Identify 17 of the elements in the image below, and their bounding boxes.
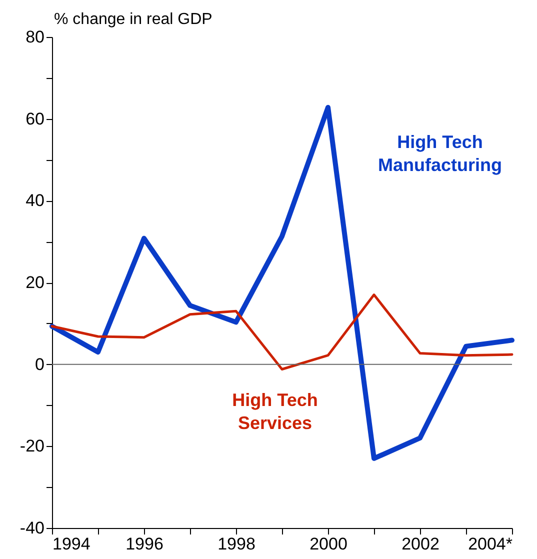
line-series — [50, 294, 514, 370]
y-tick-label: -40 — [20, 518, 44, 538]
text: High Tech Manufacturing — [378, 132, 502, 175]
x-tick-label: 2000 — [310, 534, 348, 554]
y-tick-label: 20 — [26, 273, 44, 292]
x-tick-label: 2002 — [402, 534, 440, 554]
y-tick-label: 0 — [35, 354, 44, 374]
y-tick-label: 40 — [26, 191, 44, 210]
y-tick-label: -20 — [20, 436, 44, 456]
series-label: High Tech Services — [232, 390, 318, 433]
x-tick-label: 1996 — [126, 534, 164, 554]
y-tick-label: 80 — [26, 28, 44, 46]
y-tick-label: 60 — [26, 109, 44, 128]
x-tick-label: 1994 — [52, 534, 90, 554]
y-axis-title: % change in real GDP — [54, 11, 212, 28]
x-tick-label: 1998 — [218, 534, 256, 554]
x-tick-label: 2004* — [468, 534, 513, 554]
